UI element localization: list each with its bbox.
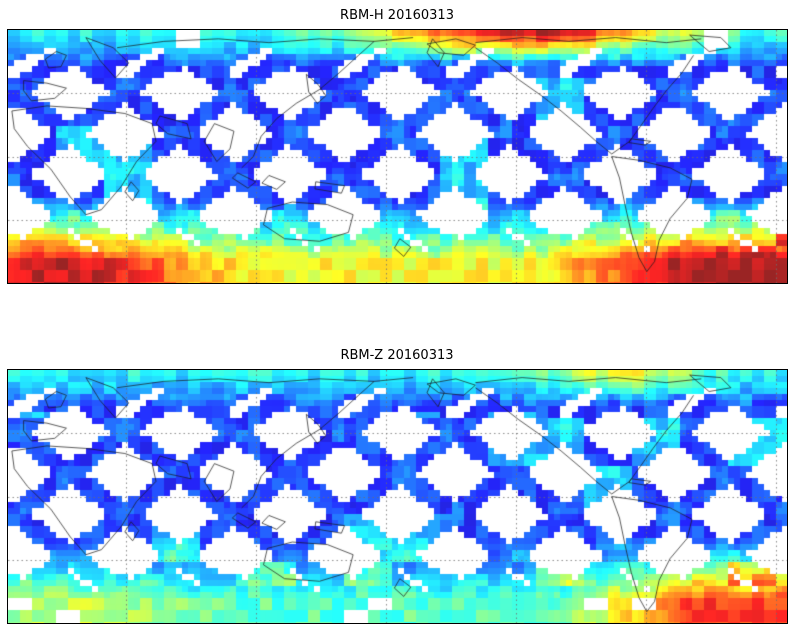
figure-rbm-z: RBM-Z 20160313 bbox=[0, 340, 794, 624]
map-panel-rbm-z bbox=[6, 369, 788, 624]
map-panel-rbm-h bbox=[6, 29, 788, 284]
chart-title-rbm-z: RBM-Z 20160313 bbox=[340, 348, 454, 363]
chart-title-rbm-h: RBM-H 20160313 bbox=[340, 8, 454, 23]
figure-rbm-h: RBM-H 20160313 bbox=[0, 0, 794, 284]
